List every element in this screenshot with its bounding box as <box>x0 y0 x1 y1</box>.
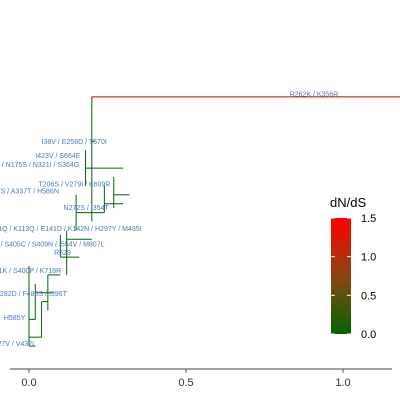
mutation-label: T206S / V279I / K609R <box>38 182 110 189</box>
x-tick-label: 0.0 <box>21 377 36 389</box>
mutation-labels: A20TV100A / K282RS277P / L549ID394NK403R… <box>0 92 339 348</box>
mutation-label: A37S / A337T / H586N <box>0 189 59 196</box>
tree-branches <box>28 96 400 347</box>
mutation-label: I423V / S664E <box>35 153 80 160</box>
legend-colorbar <box>331 218 351 334</box>
mutation-label: 5L / E282D / F480S / I596T <box>0 291 68 298</box>
mutation-label: / R391K / S400P / K716R <box>0 268 61 275</box>
legend-tick-label: 0.5 <box>361 290 376 302</box>
mutation-label: N272S / I354T <box>64 205 110 212</box>
mutation-label: I38V / E258D / T570I <box>42 139 107 146</box>
mutation-label: R529 <box>54 250 71 257</box>
x-tick-label: 0.5 <box>178 377 193 389</box>
mutation-label: N96H / N175S / N321I / S364G <box>0 162 79 169</box>
mutation-label: R262K / K356R <box>290 92 339 99</box>
legend-tick-label: 1.5 <box>361 213 376 225</box>
legend-tick-label: 0.0 <box>361 329 376 341</box>
mutation-label: / E101Q / K113Q / E141D / K142N / H297Y … <box>0 226 142 233</box>
mutation-label: H585Y <box>4 315 26 322</box>
mutation-label: /I / I427V / V432I <box>0 341 34 348</box>
mutation-label: 272N / S405C / S409N / I554V / M807L <box>0 241 105 248</box>
legend-tick-label: 1.0 <box>361 252 376 264</box>
legend-title: dN/dS <box>330 195 366 210</box>
x-axis: 0.00.51.01.52.0 <box>10 368 392 389</box>
legend: dN/dS 0.0 0.5 1.0 1.5 <box>330 195 376 341</box>
x-tick-label: 1.0 <box>335 377 350 389</box>
